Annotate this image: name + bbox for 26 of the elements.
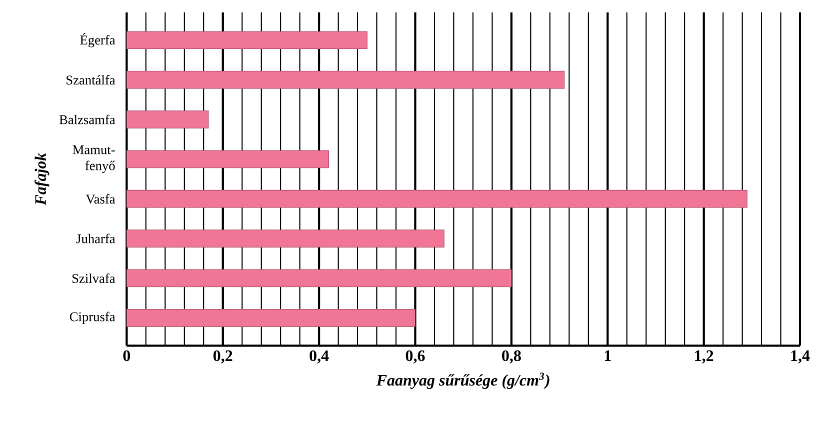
x-tick-label: 0,6: [406, 350, 425, 364]
x-tick-label: 0,2: [213, 350, 232, 364]
y-tick-label: Ciprusfa: [70, 312, 116, 324]
bar: [126, 190, 748, 208]
x-tick-label: 0,4: [310, 350, 329, 364]
y-tick-label: Juharfa: [76, 234, 116, 244]
x-tick-label: 0,8: [502, 350, 521, 364]
bar: [126, 31, 368, 50]
bar: [126, 269, 512, 288]
bar: [126, 150, 329, 168]
x-axis-title: Faanyag sűrűsége (g/cm$^{3}$): [376, 372, 550, 389]
y-tick-label: Szilvafa: [72, 273, 116, 283]
x-tick-label: 1,2: [695, 350, 714, 364]
x-tick-label: 1,4: [791, 350, 810, 364]
bar: [126, 70, 565, 89]
y-tick-label: Szantálfa: [66, 75, 116, 85]
x-tick-label: 0: [123, 350, 130, 362]
x-tick-label: 1: [604, 350, 611, 361]
y-tick-label: Mamut-fenyő: [72, 145, 115, 173]
y-axis-title: Fafajok: [34, 152, 50, 206]
y-tick-label: Vasfa: [86, 194, 116, 204]
y-tick-label: Balzsamfa: [59, 114, 116, 124]
bar: [126, 308, 416, 327]
bar: [126, 230, 444, 248]
bar: [126, 110, 209, 128]
y-tick-label: Égerfa: [80, 32, 116, 48]
